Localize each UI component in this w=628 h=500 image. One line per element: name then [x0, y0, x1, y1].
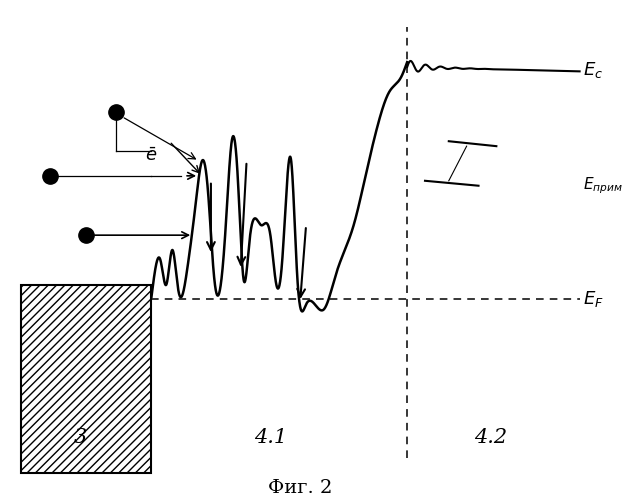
- Text: $E_c$: $E_c$: [583, 60, 603, 80]
- Text: 4.1: 4.1: [254, 428, 287, 448]
- Text: $E_F$: $E_F$: [583, 290, 604, 310]
- Text: 3: 3: [73, 428, 87, 448]
- Text: 4.2: 4.2: [474, 428, 507, 448]
- Text: Фиг. 2: Фиг. 2: [268, 479, 332, 497]
- Text: $\bar{e}$: $\bar{e}$: [145, 147, 158, 165]
- Bar: [21, 284, 151, 472]
- Text: $E_{прим}$: $E_{прим}$: [583, 176, 622, 196]
